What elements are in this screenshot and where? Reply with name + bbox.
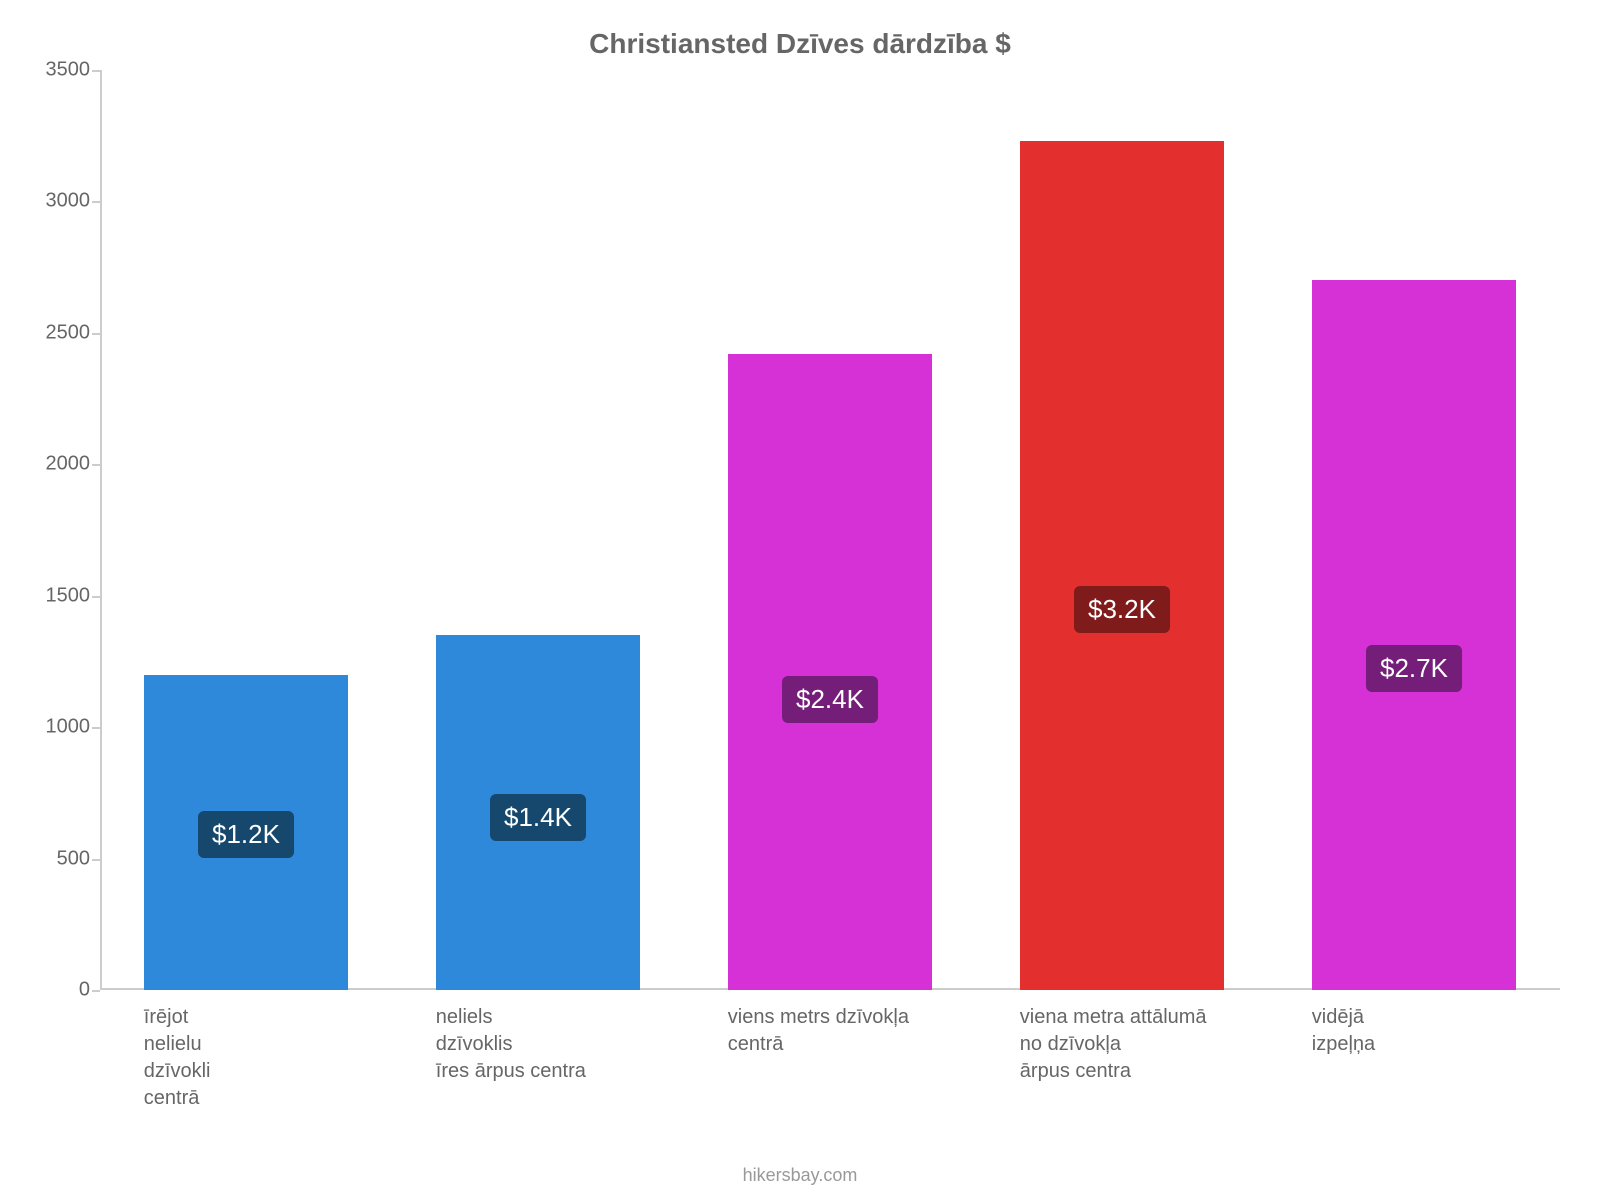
category-label: viens metrs dzīvokļa centrā <box>728 1004 972 1058</box>
y-tick-label: 3500 <box>26 59 90 82</box>
y-tick-mark <box>92 859 100 861</box>
bar-value-label: $2.7K <box>1366 645 1462 692</box>
y-tick-label: 1000 <box>26 716 90 739</box>
y-tick-mark <box>92 990 100 992</box>
plot-area: 0500100015002000250030003500$1.2K$1.4K$2… <box>100 70 1560 990</box>
category-label: neliels dzīvoklis īres ārpus centra <box>436 1004 680 1085</box>
chart-footer: hikersbay.com <box>0 1165 1600 1186</box>
chart-title: Christiansted Dzīves dārdzība $ <box>30 28 1570 60</box>
bar-value-label: $2.4K <box>782 676 878 723</box>
chart-container: Christiansted Dzīves dārdzība $ 0 500 1000… <box>0 0 1600 1200</box>
y-tick-mark <box>92 201 100 203</box>
bar: $1.2K <box>144 675 348 990</box>
y-tick-mark <box>92 464 100 466</box>
bar: $1.4K <box>436 635 640 990</box>
y-tick-label: 2500 <box>26 321 90 344</box>
y-tick-mark <box>92 333 100 335</box>
bar: $2.4K <box>728 354 932 990</box>
bar: $3.2K <box>1020 141 1224 990</box>
category-labels: īrējot nelielu dzīvokli centrā neliels dz… <box>100 1004 1560 1154</box>
y-axis <box>100 70 102 990</box>
bar-value-label: $1.2K <box>198 811 294 858</box>
bar-value-label: $3.2K <box>1074 586 1170 633</box>
y-tick-mark <box>92 70 100 72</box>
y-tick-label: 1500 <box>26 584 90 607</box>
y-tick-mark <box>92 727 100 729</box>
y-tick-label: 0 <box>26 979 90 1002</box>
y-tick-mark <box>92 596 100 598</box>
y-tick-label: 2000 <box>26 453 90 476</box>
y-tick-label: 500 <box>26 847 90 870</box>
category-label: vidējā izpeļņa <box>1312 1004 1556 1058</box>
category-label: viena metra attālumā no dzīvokļa ārpus c… <box>1020 1004 1264 1085</box>
y-tick-label: 3000 <box>26 190 90 213</box>
category-label: īrējot nelielu dzīvokli centrā <box>144 1004 388 1112</box>
bar-value-label: $1.4K <box>490 794 586 841</box>
bar: $2.7K <box>1312 280 1516 990</box>
